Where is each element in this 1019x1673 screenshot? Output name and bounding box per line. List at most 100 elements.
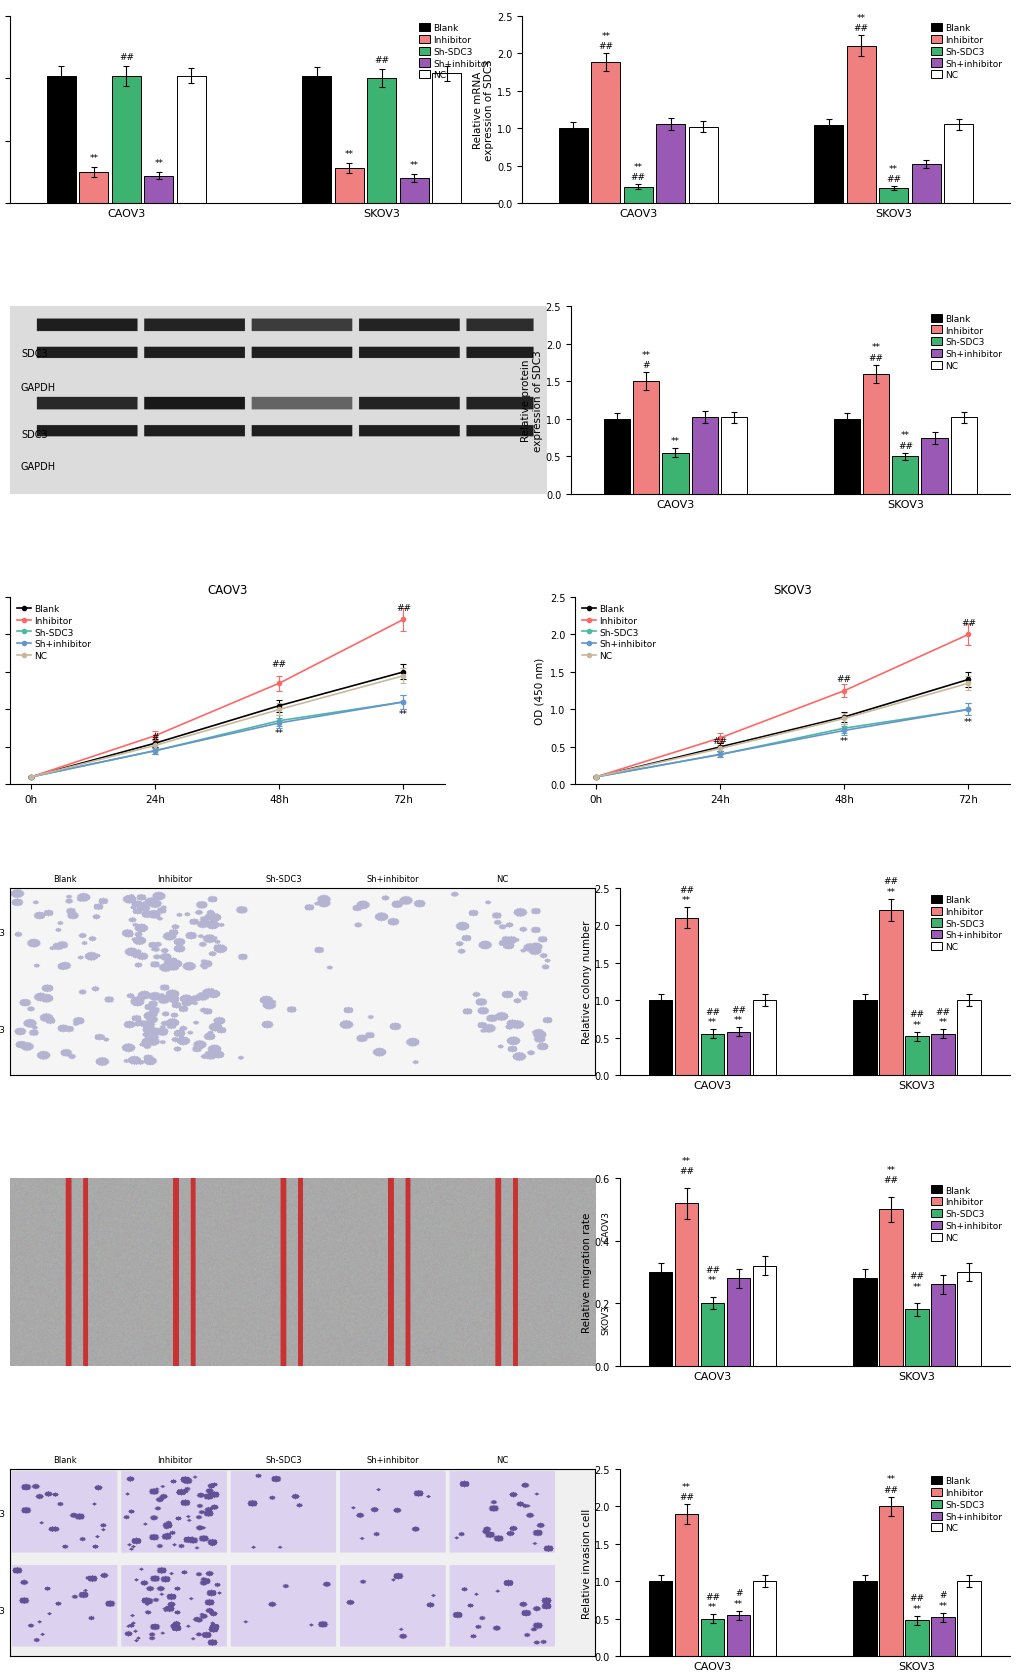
- Y-axis label: OD (450 nm): OD (450 nm): [534, 657, 544, 724]
- Bar: [950, 418, 976, 495]
- Bar: [930, 1618, 954, 1656]
- Legend: Blank, Inhibitor, Sh-SDC3, Sh+inhibitor, NC: Blank, Inhibitor, Sh-SDC3, Sh+inhibitor,…: [579, 602, 658, 663]
- Bar: [623, 187, 652, 204]
- Text: **
##: ** ##: [886, 164, 901, 184]
- Text: ##: ##: [374, 57, 389, 65]
- Legend: Blank, Inhibitor, Sh-SDC3, Sh+inhibitor, NC: Blank, Inhibitor, Sh-SDC3, Sh+inhibitor,…: [927, 1474, 1005, 1536]
- Title: CAOV3: CAOV3: [207, 584, 248, 597]
- Bar: [648, 1581, 672, 1656]
- Bar: [892, 457, 917, 495]
- Bar: [904, 1619, 927, 1656]
- Bar: [700, 1619, 723, 1656]
- Y-axis label: Relative protein
expression of SDC3: Relative protein expression of SDC3: [521, 350, 542, 452]
- Text: ##
**: ## **: [731, 1005, 745, 1024]
- Text: **
##: ** ##: [897, 432, 912, 450]
- Text: ##
**: ## **: [704, 1593, 719, 1611]
- Bar: [727, 1032, 750, 1076]
- Bar: [852, 1581, 875, 1656]
- Bar: [661, 453, 688, 495]
- Text: **
##: ** ##: [882, 1166, 898, 1184]
- Bar: [852, 1278, 875, 1365]
- Text: **: **: [410, 161, 419, 171]
- Bar: [720, 418, 746, 495]
- Bar: [700, 1034, 723, 1076]
- Text: **: **: [274, 729, 283, 738]
- Text: SDC3: SDC3: [21, 430, 48, 440]
- Bar: [633, 381, 658, 495]
- Text: ##: ##: [960, 619, 975, 627]
- Bar: [752, 1266, 775, 1365]
- Bar: [399, 179, 428, 204]
- Text: #
**: # **: [734, 1588, 743, 1608]
- Bar: [700, 1303, 723, 1365]
- Legend: Blank, Inhibitor, Sh-SDC3, Sh+inhibitor, NC: Blank, Inhibitor, Sh-SDC3, Sh+inhibitor,…: [927, 311, 1005, 373]
- Text: GAPDH: GAPDH: [21, 462, 56, 472]
- Bar: [688, 127, 717, 204]
- Bar: [956, 1581, 979, 1656]
- Text: ##
**: ## **: [909, 1271, 923, 1292]
- Bar: [558, 129, 587, 204]
- Text: SDC3: SDC3: [21, 350, 48, 360]
- Y-axis label: Relative invasion cell: Relative invasion cell: [581, 1507, 591, 1618]
- Text: **
##: ** ##: [679, 1482, 693, 1501]
- Bar: [648, 1271, 672, 1365]
- Text: ##
**: ## **: [882, 877, 898, 897]
- Bar: [813, 125, 843, 204]
- Bar: [944, 125, 972, 204]
- Bar: [334, 169, 364, 204]
- Text: GAPDH: GAPDH: [21, 383, 56, 393]
- Y-axis label: Relative colony number: Relative colony number: [581, 920, 591, 1044]
- Text: **
##: ** ##: [598, 32, 612, 52]
- Text: ##: ##: [118, 54, 133, 62]
- Text: ##: ##: [836, 674, 851, 684]
- Text: **
##: ** ##: [853, 13, 868, 33]
- Bar: [878, 1210, 902, 1365]
- Text: ##
**: ## **: [909, 1593, 923, 1613]
- Text: #: #: [151, 733, 159, 741]
- Text: **
#: ** #: [641, 351, 650, 370]
- Bar: [47, 77, 75, 204]
- Text: ##: ##: [395, 604, 411, 612]
- Text: ##: ##: [712, 738, 727, 746]
- Bar: [846, 47, 875, 204]
- Bar: [691, 418, 717, 495]
- Legend: Blank, Inhibitor, Sh-SDC3, Sh+inhibitor, NC: Blank, Inhibitor, Sh-SDC3, Sh+inhibitor,…: [416, 22, 493, 84]
- Title: SKOV3: SKOV3: [772, 584, 811, 597]
- Legend: Blank, Inhibitor, Sh-SDC3, Sh+inhibitor, NC: Blank, Inhibitor, Sh-SDC3, Sh+inhibitor,…: [927, 22, 1005, 84]
- Text: **
##: ** ##: [630, 162, 645, 182]
- Bar: [852, 1000, 875, 1076]
- Bar: [862, 375, 889, 495]
- Y-axis label: Relative mRNA
expression of SDC3: Relative mRNA expression of SDC3: [472, 60, 494, 161]
- Text: CAOV3: CAOV3: [600, 1210, 609, 1241]
- Bar: [930, 1285, 954, 1365]
- Text: **: **: [963, 718, 972, 726]
- Text: SKOV3: SKOV3: [600, 1303, 609, 1333]
- Text: #
**: # **: [937, 1591, 947, 1609]
- Bar: [367, 79, 396, 204]
- Bar: [432, 74, 461, 204]
- Legend: Blank, Inhibitor, Sh-SDC3, Sh+inhibitor, NC: Blank, Inhibitor, Sh-SDC3, Sh+inhibitor,…: [14, 602, 94, 663]
- Bar: [675, 1203, 698, 1365]
- Text: ##
**: ## **: [909, 1009, 923, 1029]
- Bar: [920, 438, 947, 495]
- Bar: [904, 1310, 927, 1365]
- Text: **: **: [90, 154, 98, 162]
- Legend: Blank, Inhibitor, Sh-SDC3, Sh+inhibitor, NC: Blank, Inhibitor, Sh-SDC3, Sh+inhibitor,…: [927, 1183, 1005, 1245]
- Text: ##
**: ## **: [704, 1007, 719, 1027]
- Bar: [956, 1271, 979, 1365]
- Text: **
##: ** ##: [882, 1474, 898, 1494]
- Text: **: **: [671, 437, 680, 445]
- Y-axis label: Relative migration rate: Relative migration rate: [581, 1211, 591, 1332]
- Text: **: **: [154, 159, 163, 167]
- Bar: [956, 1000, 979, 1076]
- Legend: Blank, Inhibitor, Sh-SDC3, Sh+inhibitor, NC: Blank, Inhibitor, Sh-SDC3, Sh+inhibitor,…: [927, 892, 1005, 954]
- Bar: [111, 77, 141, 204]
- Bar: [675, 1514, 698, 1656]
- Text: ##
**: ## **: [679, 885, 693, 905]
- Bar: [591, 64, 620, 204]
- Bar: [176, 77, 206, 204]
- Bar: [878, 910, 902, 1076]
- Bar: [833, 420, 859, 495]
- Bar: [727, 1614, 750, 1656]
- Bar: [930, 1034, 954, 1076]
